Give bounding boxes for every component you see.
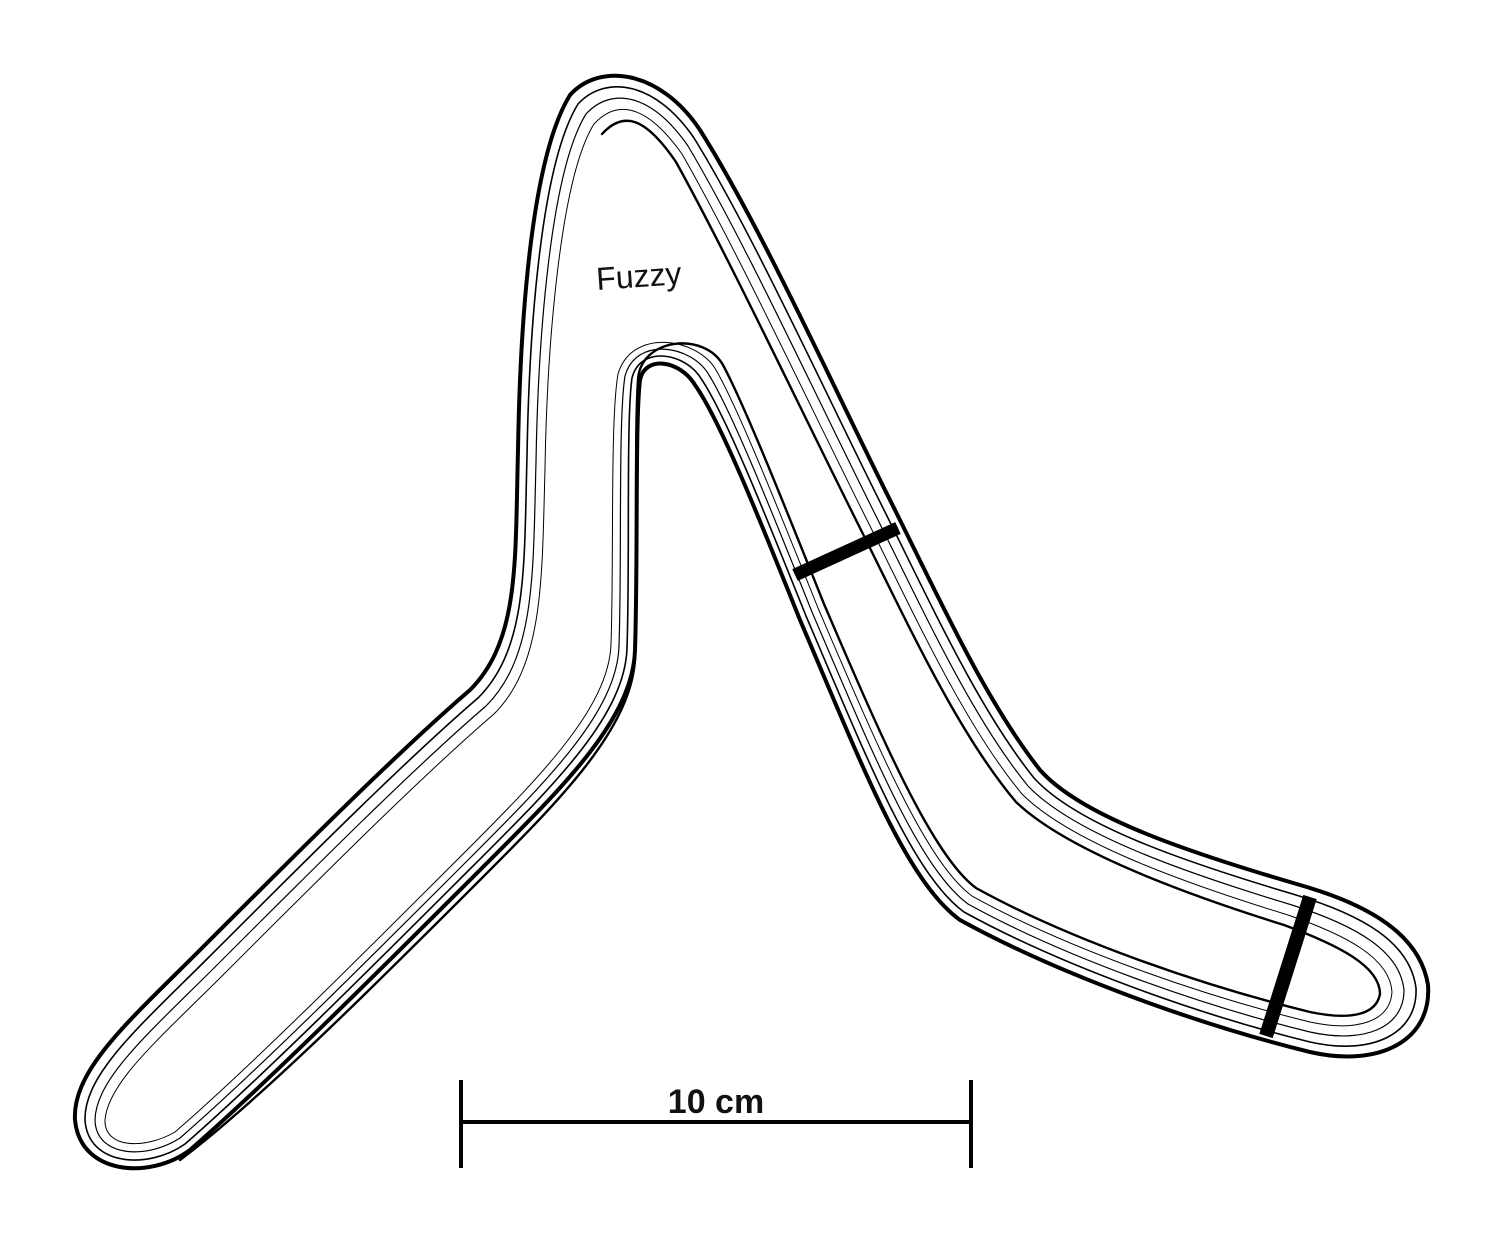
- cross-section-marker-lower: [1259, 894, 1317, 1039]
- boomerang-inner-bevel-2: [94, 97, 1405, 1153]
- boomerang-inner-bevel-3: [104, 109, 1393, 1145]
- scale-bar-label: 10 cm: [668, 1083, 764, 1121]
- boomerang-face-edge: [178, 119, 1382, 1162]
- cross-section-marker-upper: [792, 522, 901, 581]
- boomerang-name-label: Fuzzy: [595, 255, 683, 297]
- scale-bar: 10 cm: [459, 1080, 973, 1168]
- boomerang-inner-bevel-1: [84, 86, 1417, 1161]
- boomerang-shape: [72, 73, 1431, 1171]
- boomerang-outer-edge: [72, 73, 1431, 1171]
